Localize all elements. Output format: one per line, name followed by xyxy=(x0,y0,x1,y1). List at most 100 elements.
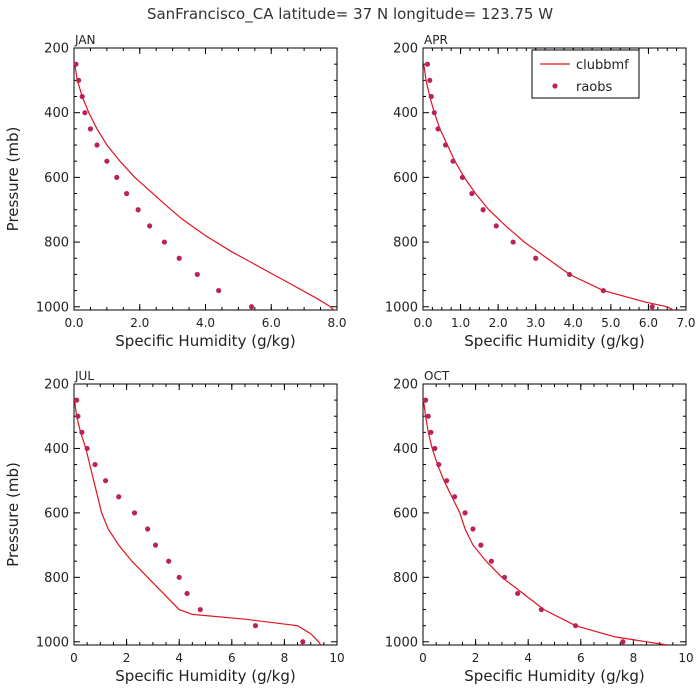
data-point-raobs xyxy=(501,574,508,580)
x-tick-label: 6.0 xyxy=(639,316,658,330)
legend-entry-model: clubbmf xyxy=(576,58,629,73)
y-tick-label: 600 xyxy=(393,506,418,521)
data-point-raobs xyxy=(248,304,255,310)
x-tick-label: 10 xyxy=(678,651,693,665)
data-point-raobs xyxy=(104,158,110,164)
data-point-raobs xyxy=(510,239,516,245)
y-tick-label: 200 xyxy=(44,378,69,393)
data-point-raobs xyxy=(435,126,441,132)
y-tick-label: 1000 xyxy=(36,635,69,650)
panel-label: JAN xyxy=(74,33,96,47)
plot-frame xyxy=(73,383,338,646)
y-tick-label: 800 xyxy=(393,571,418,586)
data-point-raobs xyxy=(515,590,521,597)
data-point-raobs xyxy=(145,526,151,532)
data-point-raobs xyxy=(102,478,109,484)
x-tick-label: 5.0 xyxy=(601,316,620,330)
data-point-raobs xyxy=(469,190,475,197)
x-tick-label: 2.0 xyxy=(489,316,508,330)
data-point-raobs xyxy=(79,93,85,100)
y-tick-label: 400 xyxy=(44,106,69,121)
plot-frame xyxy=(422,383,687,646)
y-axis-label: Pressure (mb) xyxy=(4,127,22,232)
data-point-raobs xyxy=(649,304,655,310)
x-tick-label: 6 xyxy=(228,651,236,665)
x-tick-label: 6.0 xyxy=(262,316,281,330)
data-point-raobs xyxy=(572,623,579,629)
y-tick-label: 200 xyxy=(44,42,69,57)
data-point-raobs xyxy=(451,494,458,500)
x-axis-label: Specific Humidity (g/kg) xyxy=(464,332,644,350)
data-point-raobs xyxy=(74,397,80,403)
y-tick-label: 200 xyxy=(393,42,418,57)
y-tick-label: 800 xyxy=(44,571,69,586)
x-tick-label: 4.0 xyxy=(196,316,215,330)
x-axis-label: Specific Humidity (g/kg) xyxy=(464,667,644,685)
y-tick-label: 1000 xyxy=(385,635,418,650)
data-point-raobs xyxy=(462,510,468,516)
data-point-raobs xyxy=(147,223,153,229)
data-point-raobs xyxy=(92,461,98,468)
data-point-raobs xyxy=(79,429,85,435)
legend-entry-obs: raobs xyxy=(576,80,613,95)
x-tick-label: 8.0 xyxy=(327,316,346,330)
plot-frame xyxy=(73,47,338,311)
data-point-raobs xyxy=(94,142,100,148)
data-point-raobs xyxy=(176,574,182,580)
x-tick-label: 10 xyxy=(329,651,344,665)
data-point-raobs xyxy=(166,558,172,564)
series-line-clubbmf xyxy=(423,400,668,645)
data-point-raobs xyxy=(470,526,476,532)
data-point-raobs xyxy=(114,174,120,180)
x-tick-label: 1.0 xyxy=(451,316,470,330)
data-point-raobs xyxy=(480,207,486,213)
x-tick-label: 0 xyxy=(419,651,427,665)
data-point-raobs xyxy=(442,142,449,148)
panel-label: OCT xyxy=(424,369,450,383)
x-tick-label: 0 xyxy=(70,651,78,665)
x-tick-label: 2 xyxy=(472,651,480,665)
y-tick-label: 600 xyxy=(44,171,69,186)
data-point-raobs xyxy=(197,606,203,613)
legend-box xyxy=(531,49,640,99)
x-tick-label: 7.0 xyxy=(676,316,695,330)
data-point-raobs xyxy=(84,445,90,452)
data-point-raobs xyxy=(431,110,437,116)
data-point-raobs xyxy=(176,255,182,261)
data-point-raobs xyxy=(450,158,456,164)
data-point-raobs xyxy=(116,494,122,500)
data-point-raobs xyxy=(427,77,433,83)
x-tick-label: 3.0 xyxy=(526,316,545,330)
x-tick-label: 8 xyxy=(281,651,289,665)
series-line-clubbmf xyxy=(423,64,675,310)
y-tick-label: 400 xyxy=(393,442,418,457)
data-point-raobs xyxy=(538,606,544,613)
legend: clubbmf raobs xyxy=(531,49,640,99)
data-point-raobs xyxy=(533,255,539,261)
y-tick-label: 400 xyxy=(393,106,418,121)
data-point-raobs xyxy=(184,590,190,597)
x-tick-label: 4 xyxy=(524,651,532,665)
data-point-raobs xyxy=(87,126,94,132)
data-point-raobs xyxy=(436,461,442,468)
data-point-raobs xyxy=(566,271,573,278)
data-point-raobs xyxy=(493,223,499,229)
legend-marker-swatch xyxy=(552,83,558,89)
x-tick-label: 4 xyxy=(175,651,183,665)
data-point-raobs xyxy=(131,510,138,516)
x-tick-label: 2 xyxy=(123,651,131,665)
x-axis-label: Specific Humidity (g/kg) xyxy=(115,332,295,350)
x-tick-label: 6 xyxy=(577,651,585,665)
data-point-raobs xyxy=(478,542,484,548)
data-point-raobs xyxy=(216,287,222,294)
data-point-raobs xyxy=(135,207,141,213)
data-point-raobs xyxy=(152,542,159,548)
x-axis-label: Specific Humidity (g/kg) xyxy=(115,667,295,685)
data-point-raobs xyxy=(444,478,450,484)
data-point-raobs xyxy=(459,174,466,180)
